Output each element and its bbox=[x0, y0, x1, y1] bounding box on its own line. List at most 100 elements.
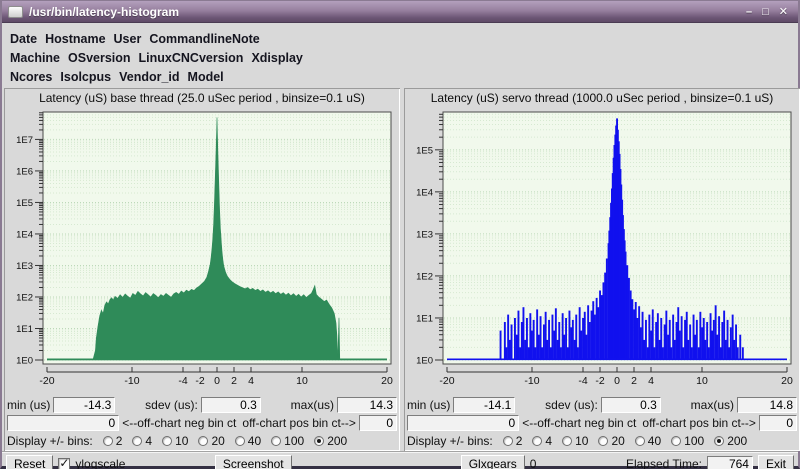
svg-text:0: 0 bbox=[214, 375, 220, 387]
header-label: Isolcpus bbox=[60, 69, 112, 84]
radio-icon[interactable] bbox=[634, 436, 645, 446]
maximize-icon[interactable]: □ bbox=[762, 5, 769, 18]
neg-bin-ct-entry[interactable]: 0 bbox=[7, 415, 120, 431]
svg-text:20: 20 bbox=[781, 375, 793, 387]
svg-text:10: 10 bbox=[296, 375, 308, 387]
svg-text:0: 0 bbox=[614, 375, 620, 387]
bins-radio-20[interactable]: 20 bbox=[198, 434, 225, 448]
svg-text:1E1: 1E1 bbox=[416, 313, 433, 324]
display-bins-row-servo: Display +/- bins: 2 4 10 20 40 100 200 bbox=[407, 432, 797, 450]
title-bar[interactable]: /usr/bin/latency-histogram – □ ✕ bbox=[2, 1, 798, 23]
svg-text:-20: -20 bbox=[439, 375, 454, 387]
radio-label: 4 bbox=[545, 434, 553, 448]
radio-icon[interactable] bbox=[598, 436, 609, 446]
bins-radio-40[interactable]: 40 bbox=[234, 434, 261, 448]
radio-icon[interactable] bbox=[314, 436, 325, 446]
pos-bin-ct-label: off-chart pos bin ct--> bbox=[242, 416, 356, 430]
minimize-icon[interactable]: – bbox=[746, 5, 753, 18]
ylogscale-label: ylogscale bbox=[75, 457, 126, 469]
radio-label: 100 bbox=[284, 434, 305, 448]
svg-text:1E3: 1E3 bbox=[416, 229, 433, 240]
window-controls: – □ ✕ bbox=[746, 6, 792, 18]
radio-icon[interactable] bbox=[198, 436, 209, 446]
bins-radio-2[interactable]: 2 bbox=[102, 434, 122, 448]
sdev-entry[interactable]: 0.3 bbox=[600, 397, 661, 413]
svg-text:2: 2 bbox=[631, 375, 637, 387]
bins-radio-100[interactable]: 100 bbox=[271, 434, 304, 448]
header-row: Machine OSversion LinuxCNCversion Xdisplay bbox=[10, 48, 790, 67]
radio-icon[interactable] bbox=[532, 436, 543, 446]
panel-base-thread: Latency (uS) base thread (25.0 uSec peri… bbox=[4, 88, 400, 451]
header-label: Xdisplay bbox=[251, 50, 303, 65]
pos-bin-ct-entry[interactable]: 0 bbox=[358, 415, 397, 431]
radio-icon[interactable] bbox=[234, 436, 245, 446]
max-label: max(us) bbox=[690, 398, 734, 412]
svg-text:4: 4 bbox=[248, 375, 254, 387]
radio-icon[interactable] bbox=[102, 436, 113, 446]
min-entry[interactable]: -14.3 bbox=[53, 397, 116, 413]
header-label: Ncores bbox=[10, 69, 53, 84]
svg-text:-4: -4 bbox=[578, 375, 587, 387]
radio-icon[interactable] bbox=[162, 436, 173, 446]
svg-text:-2: -2 bbox=[595, 375, 604, 387]
header-label: Vendor_id bbox=[119, 69, 180, 84]
bins-radio-200[interactable]: 200 bbox=[314, 434, 347, 448]
svg-text:1E0: 1E0 bbox=[16, 356, 33, 367]
bins-radio-20[interactable]: 20 bbox=[598, 434, 625, 448]
radio-icon[interactable] bbox=[671, 436, 682, 446]
bins-radio-200[interactable]: 200 bbox=[714, 434, 747, 448]
svg-text:1E7: 1E7 bbox=[16, 135, 33, 146]
radio-label: 2 bbox=[515, 434, 523, 448]
reset-button[interactable]: Reset bbox=[6, 455, 54, 469]
neg-bin-ct-entry[interactable]: 0 bbox=[407, 415, 520, 431]
min-label: min (us) bbox=[7, 398, 51, 412]
radio-icon[interactable] bbox=[271, 436, 282, 446]
elapsed-time-entry[interactable]: 764 bbox=[706, 456, 753, 469]
max-entry[interactable]: 14.8 bbox=[737, 397, 797, 413]
bins-radio-10[interactable]: 10 bbox=[162, 434, 188, 448]
screenshot-button[interactable]: Screenshot bbox=[214, 455, 292, 469]
offchart-row-servo: 0 <--off-chart neg bin ct off-chart pos … bbox=[407, 414, 797, 432]
svg-text:1E3: 1E3 bbox=[16, 261, 33, 272]
ylogscale-checkbox[interactable] bbox=[58, 456, 71, 469]
header-label: Model bbox=[187, 69, 224, 84]
bins-radio-2[interactable]: 2 bbox=[502, 434, 523, 448]
chart-title-base: Latency (uS) base thread (25.0 uSec peri… bbox=[39, 91, 365, 105]
histogram-base-thread: -20 -10 -4 -2 0 2 4 10 201E01E11E21E31E41E51E61E… bbox=[16, 111, 393, 387]
svg-text:1E2: 1E2 bbox=[416, 271, 433, 282]
header-label: Date bbox=[10, 31, 38, 46]
offchart-row-base: 0 <--off-chart neg bin ct off-chart pos … bbox=[7, 414, 397, 432]
svg-text:1E4: 1E4 bbox=[16, 229, 33, 240]
bins-radio-4[interactable]: 4 bbox=[132, 434, 152, 448]
svg-text:-10: -10 bbox=[124, 375, 139, 387]
glxgears-button[interactable]: Glxgears bbox=[460, 455, 525, 469]
glxgears-value: 0 bbox=[529, 457, 537, 469]
radio-label: 100 bbox=[684, 434, 705, 448]
bins-radio-100[interactable]: 100 bbox=[671, 434, 704, 448]
min-entry[interactable]: -14.1 bbox=[453, 397, 516, 413]
bins-radio-40[interactable]: 40 bbox=[634, 434, 661, 448]
svg-text:1E0: 1E0 bbox=[416, 356, 433, 367]
svg-text:1E6: 1E6 bbox=[16, 166, 33, 177]
sdev-entry[interactable]: 0.3 bbox=[200, 397, 261, 413]
radio-icon[interactable] bbox=[562, 436, 573, 446]
radio-label: 200 bbox=[727, 434, 748, 448]
bins-radio-10[interactable]: 10 bbox=[562, 434, 588, 448]
header-row: Ncores Isolcpus Vendor_id Model bbox=[10, 67, 790, 86]
radio-icon[interactable] bbox=[132, 436, 143, 446]
svg-text:1E5: 1E5 bbox=[416, 145, 433, 156]
sdev-label: sdev (us): bbox=[545, 398, 598, 412]
exit-button[interactable]: Exit bbox=[757, 455, 794, 469]
svg-text:-20: -20 bbox=[39, 375, 54, 387]
bins-radio-4[interactable]: 4 bbox=[532, 434, 552, 448]
header-label: LinuxCNCversion bbox=[138, 50, 244, 65]
chart-title-servo: Latency (uS) servo thread (1000.0 uSec p… bbox=[430, 91, 774, 105]
radio-icon[interactable] bbox=[502, 436, 513, 446]
max-entry[interactable]: 14.3 bbox=[337, 397, 397, 413]
close-icon[interactable]: ✕ bbox=[778, 5, 788, 18]
pos-bin-ct-entry[interactable]: 0 bbox=[758, 415, 797, 431]
radio-icon[interactable] bbox=[714, 436, 725, 446]
header-label: Hostname bbox=[45, 31, 106, 46]
